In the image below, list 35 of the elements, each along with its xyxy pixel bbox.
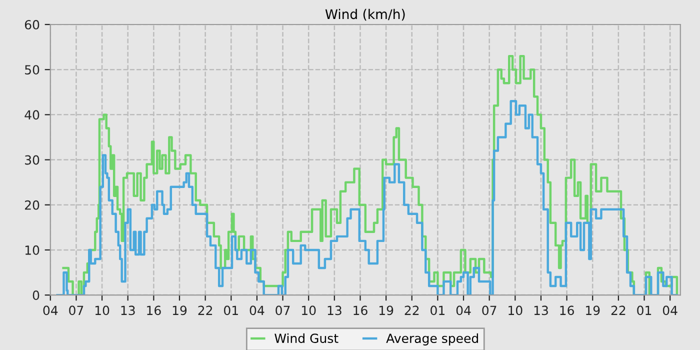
x-tick-label: 19 xyxy=(172,306,187,316)
x-tick-label: 07 xyxy=(276,306,290,316)
y-tick-label: 50 xyxy=(25,65,40,75)
x-tick-label: 10 xyxy=(95,306,110,316)
x-tick-label: 22 xyxy=(198,306,212,315)
x-tick-label: 19 xyxy=(379,306,394,316)
x-tick-label: 13 xyxy=(328,306,342,316)
x-tick-label: 22 xyxy=(611,306,626,315)
x-tick-label: 13 xyxy=(121,306,135,316)
x-tick-label: 16 xyxy=(560,306,574,316)
y-tick-label: 10 xyxy=(25,245,40,255)
y-tick-label: 20 xyxy=(24,200,40,210)
x-tick-label: 16 xyxy=(147,306,161,316)
x-tick-label: 04 xyxy=(662,306,678,316)
x-tick-label: 01 xyxy=(430,306,444,316)
chart-title: Wind (km/h) xyxy=(325,8,405,21)
y-tick-label: 30 xyxy=(25,155,40,165)
x-tick-label: 13 xyxy=(534,306,548,316)
x-tick-label: 01 xyxy=(224,306,238,316)
x-tick-label: 04 xyxy=(43,306,58,316)
x-tick-label: 01 xyxy=(637,306,652,316)
x-tick-label: 22 xyxy=(404,306,419,315)
legend-label: Average speed xyxy=(386,333,478,346)
x-tick-label: 04 xyxy=(250,306,264,316)
y-tick-label: 0 xyxy=(32,290,40,300)
x-tick-label: 16 xyxy=(354,306,368,316)
x-tick-label: 10 xyxy=(508,306,522,316)
y-tick-label: 60 xyxy=(24,20,40,30)
legend-label: Wind Gust xyxy=(274,333,338,344)
x-tick-label: 04 xyxy=(456,306,471,316)
x-tick-label: 07 xyxy=(69,306,84,316)
x-tick-label: 19 xyxy=(586,306,600,316)
y-tick-label: 40 xyxy=(24,110,40,120)
x-tick-label: 07 xyxy=(482,306,496,316)
x-tick-label: 10 xyxy=(302,306,316,316)
